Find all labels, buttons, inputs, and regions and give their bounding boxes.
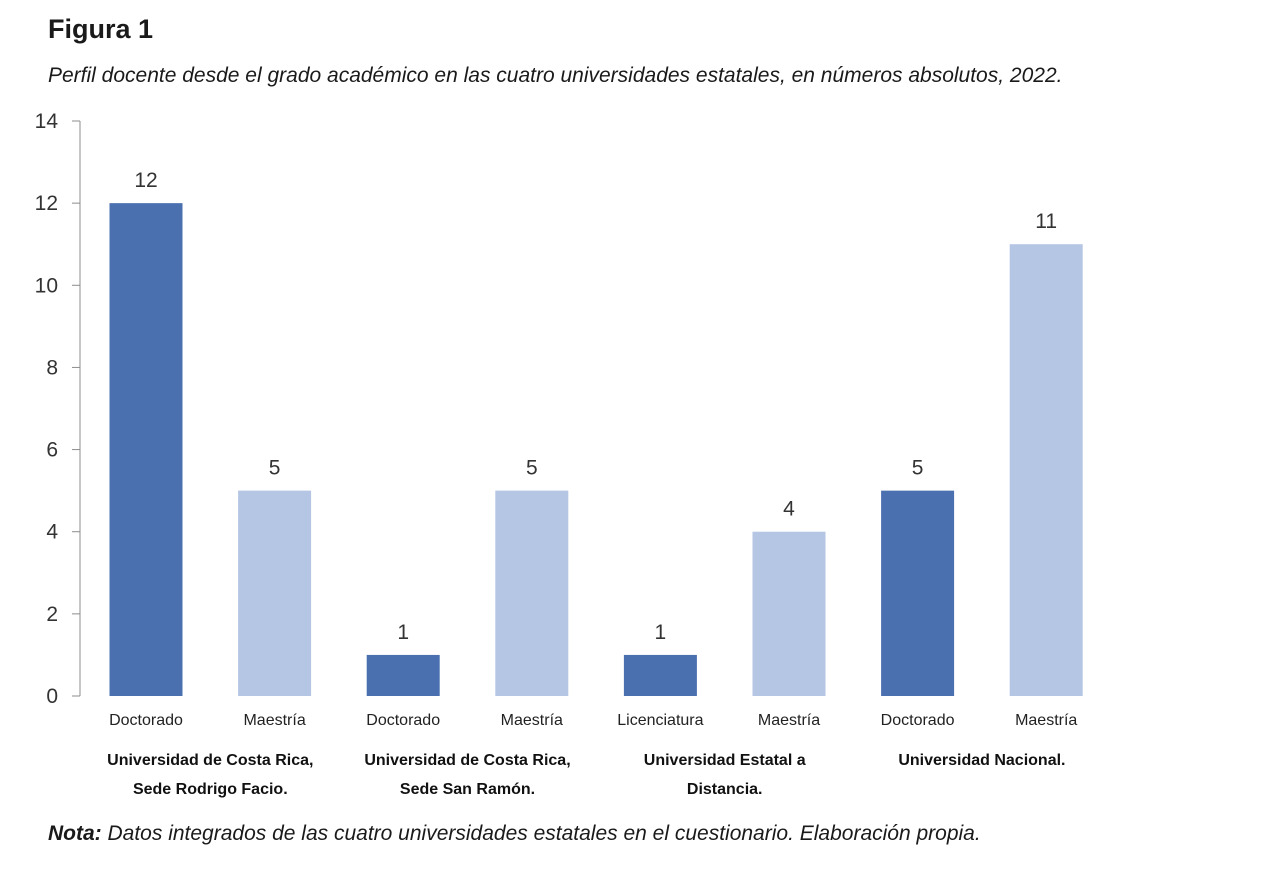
data-label: 11 bbox=[1035, 210, 1057, 233]
data-label: 5 bbox=[526, 457, 538, 480]
figure-note: Nota: Datos integrados de las cuatro uni… bbox=[48, 822, 981, 846]
bar bbox=[752, 531, 826, 696]
x-tick-label: Maestría bbox=[501, 712, 563, 729]
y-tick-label: 6 bbox=[46, 439, 58, 462]
y-tick-label: 14 bbox=[35, 110, 59, 133]
note-label: Nota: bbox=[48, 822, 102, 845]
bars bbox=[109, 203, 1083, 696]
x-tick-label: Maestría bbox=[243, 712, 305, 729]
bar bbox=[109, 203, 183, 696]
data-label: 1 bbox=[397, 621, 409, 644]
group-label: Distancia. bbox=[687, 781, 763, 798]
group-labels: Universidad de Costa Rica, Sede Rodrigo F… bbox=[107, 752, 1065, 798]
data-label: 1 bbox=[655, 621, 667, 644]
figure-label: Figura 1 bbox=[48, 14, 154, 44]
y-tick-label: 10 bbox=[35, 274, 58, 297]
y-tick-label: 2 bbox=[46, 603, 58, 626]
bar bbox=[623, 654, 697, 696]
group-label: Universidad de Costa Rica, bbox=[107, 752, 313, 769]
note-text: Datos integrados de las cuatro universid… bbox=[101, 822, 981, 845]
group-label: Sede Rodrigo Facio. bbox=[133, 781, 288, 798]
group-label: Universidad Nacional. bbox=[898, 752, 1065, 769]
data-label: 5 bbox=[269, 457, 281, 480]
x-tick-label: Maestría bbox=[758, 712, 820, 729]
data-label: 5 bbox=[912, 457, 924, 480]
y-tick-label: 0 bbox=[46, 685, 58, 708]
x-tick-labels: Doctorado Maestría Doctorado Maestría Licenc… bbox=[109, 712, 1077, 729]
data-label: 4 bbox=[783, 498, 795, 521]
bar bbox=[238, 490, 312, 696]
x-tick-label: Doctorado bbox=[109, 712, 183, 729]
y-axis: 0 2 4 6 8 10 12 14 bbox=[35, 110, 81, 708]
bar bbox=[1009, 244, 1083, 696]
y-tick-label: 4 bbox=[46, 521, 58, 544]
group-label: Universidad Estatal a bbox=[644, 752, 806, 769]
y-tick-label: 8 bbox=[46, 356, 58, 379]
group-label: Sede San Ramón. bbox=[400, 781, 535, 798]
bar bbox=[881, 490, 955, 696]
x-tick-label: Maestría bbox=[1015, 712, 1077, 729]
figure-title: Perfil docente desde el grado académico … bbox=[48, 64, 1063, 87]
x-tick-label: Licenciatura bbox=[617, 712, 703, 729]
bar bbox=[366, 654, 440, 696]
y-tick-label: 12 bbox=[35, 192, 58, 215]
x-tick-label: Doctorado bbox=[366, 712, 440, 729]
data-label: 12 bbox=[134, 169, 157, 192]
value-labels: 12 5 1 5 1 4 5 11 bbox=[134, 169, 1057, 644]
group-label: Universidad de Costa Rica, bbox=[364, 752, 570, 769]
bar bbox=[495, 490, 569, 696]
x-tick-label: Doctorado bbox=[881, 712, 955, 729]
